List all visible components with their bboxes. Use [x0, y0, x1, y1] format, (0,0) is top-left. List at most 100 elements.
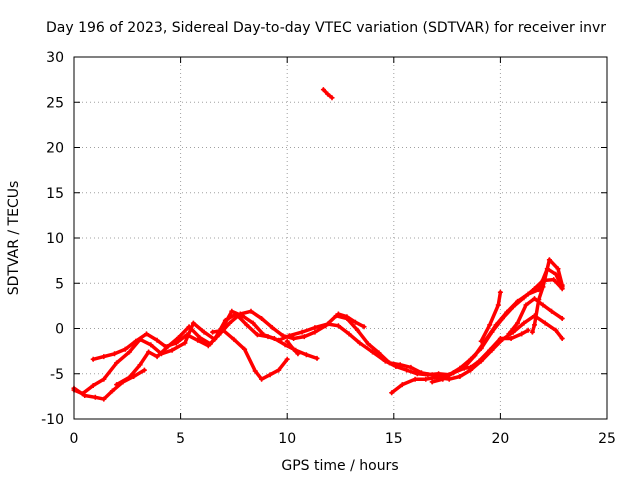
- data-point: [525, 327, 531, 333]
- data-point: [126, 374, 132, 380]
- data-point: [201, 329, 207, 335]
- data-point: [169, 347, 175, 353]
- y-tick-label: 10: [46, 231, 64, 247]
- data-point: [497, 336, 503, 341]
- data-point: [269, 325, 275, 331]
- data-point: [493, 322, 499, 328]
- data-point: [542, 320, 548, 326]
- data-point: [284, 338, 290, 344]
- x-tick-label: 25: [598, 431, 616, 447]
- data-point: [329, 95, 335, 101]
- data-point: [468, 364, 474, 370]
- data-point: [521, 320, 527, 326]
- x-tick-label: 15: [385, 431, 403, 447]
- data-point: [506, 331, 512, 337]
- data-point: [122, 346, 128, 352]
- data-point: [529, 329, 535, 335]
- data-point: [540, 284, 546, 290]
- chart-title: Day 196 of 2023, Sidereal Day-to-day VTE…: [46, 20, 606, 36]
- data-point: [546, 257, 552, 263]
- data-point: [92, 394, 98, 400]
- data-point: [276, 367, 282, 373]
- data-point: [186, 324, 192, 330]
- data-point: [109, 388, 115, 394]
- data-point: [291, 346, 297, 352]
- data-point: [370, 349, 375, 355]
- data-point: [335, 323, 341, 329]
- data-point: [365, 341, 371, 347]
- data-point: [497, 289, 503, 295]
- x-tick-label: 20: [491, 431, 509, 447]
- data-point: [184, 332, 190, 338]
- data-point: [487, 347, 493, 353]
- y-tick-label: -5: [50, 367, 64, 383]
- data-point: [259, 376, 265, 382]
- data-point: [419, 370, 424, 376]
- data-point: [412, 376, 418, 382]
- data-point: [515, 298, 520, 304]
- data-point: [101, 376, 107, 382]
- data-point: [227, 320, 233, 326]
- data-point: [250, 320, 256, 326]
- data-point: [515, 320, 520, 326]
- data-point: [389, 390, 395, 396]
- data-point: [325, 91, 331, 97]
- data-point: [114, 382, 120, 388]
- series-track-3: [90, 266, 565, 379]
- data-point: [126, 349, 132, 355]
- data-point: [376, 350, 382, 356]
- data-point: [540, 302, 546, 308]
- data-point: [429, 379, 435, 385]
- series-track-10: [478, 289, 503, 344]
- data-point: [259, 316, 265, 321]
- data-point: [148, 342, 154, 348]
- data-point: [295, 351, 301, 357]
- x-axis-label: GPS time / hours: [281, 458, 398, 474]
- data-point: [301, 334, 307, 340]
- data-point: [141, 367, 147, 373]
- data-point: [483, 337, 488, 343]
- x-tick-label: 10: [278, 431, 296, 447]
- data-point: [472, 353, 478, 359]
- data-point: [397, 362, 403, 368]
- data-point: [207, 341, 213, 347]
- data-point: [165, 344, 171, 350]
- series-track-9: [429, 327, 531, 385]
- data-point: [404, 367, 410, 373]
- data-series: [71, 87, 565, 402]
- data-point: [320, 87, 326, 93]
- data-point: [231, 336, 237, 342]
- data-point: [284, 356, 290, 362]
- data-point: [312, 325, 318, 331]
- data-point: [291, 336, 297, 341]
- x-tick-label: 5: [176, 431, 185, 447]
- data-point: [399, 382, 405, 388]
- y-tick-label: 25: [46, 95, 64, 111]
- data-point: [446, 376, 452, 382]
- data-point: [312, 329, 318, 335]
- series-line: [479, 290, 503, 343]
- data-point: [559, 316, 565, 321]
- data-point: [280, 333, 286, 339]
- series-line: [114, 309, 319, 387]
- data-point: [555, 266, 561, 272]
- data-point: [523, 302, 529, 308]
- data-point: [101, 396, 107, 402]
- data-point: [476, 358, 482, 364]
- data-point: [154, 354, 160, 360]
- data-point: [478, 338, 484, 344]
- data-point: [144, 331, 149, 337]
- series-line: [336, 312, 366, 329]
- data-point: [229, 308, 235, 314]
- data-point: [242, 346, 248, 352]
- data-point: [114, 360, 120, 366]
- data-point: [357, 340, 363, 346]
- data-point: [90, 356, 96, 362]
- y-tick-label: 5: [55, 276, 64, 292]
- data-point: [495, 302, 501, 308]
- data-point: [299, 329, 305, 335]
- data-point: [146, 349, 152, 355]
- data-point: [303, 352, 309, 358]
- data-point: [154, 337, 160, 343]
